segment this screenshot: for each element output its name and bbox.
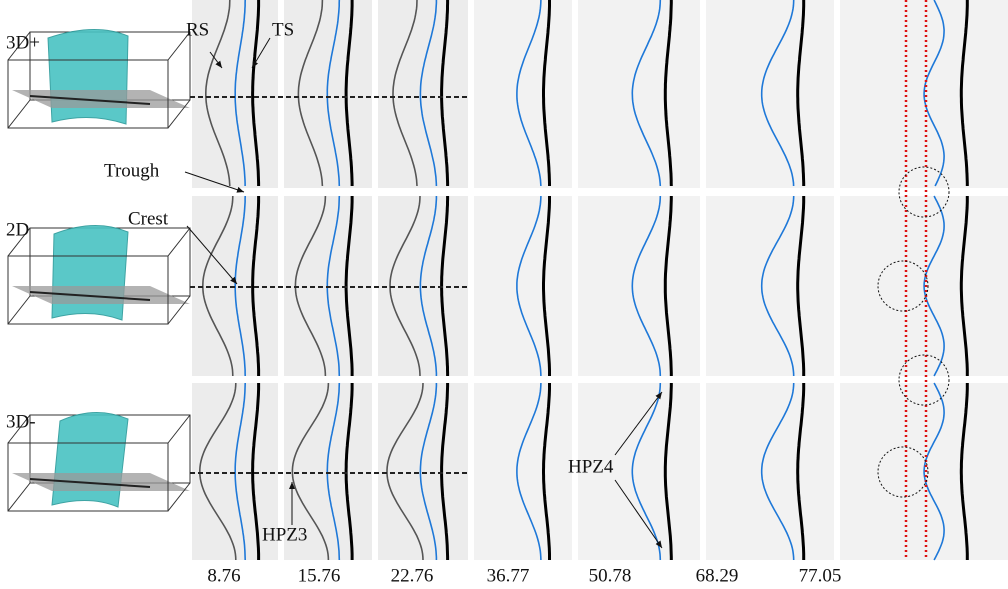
surface xyxy=(52,225,128,320)
column-label: 50.78 xyxy=(589,565,632,586)
row-label: 3D+ xyxy=(6,32,40,53)
row-label: 2D xyxy=(6,219,29,240)
panel xyxy=(578,0,700,188)
column-label: 77.05 xyxy=(799,565,842,586)
panel xyxy=(706,196,834,376)
annotation: HPZ3 xyxy=(262,524,307,545)
panel xyxy=(706,383,834,560)
panel xyxy=(378,0,468,188)
annotation: RS xyxy=(186,19,209,40)
column-label: 8.76 xyxy=(207,565,240,586)
column-label: 36.77 xyxy=(487,565,530,586)
annotation: Trough xyxy=(104,160,160,181)
surface xyxy=(52,412,128,507)
figure: RS TS Trough Crest HPZ3 HPZ4 3D+ 2D 3D- 8.7… xyxy=(0,0,1008,589)
annotation: Crest xyxy=(128,208,169,229)
box-icons xyxy=(8,29,190,511)
surface xyxy=(48,29,128,124)
plane xyxy=(12,286,190,304)
column-label: 22.76 xyxy=(391,565,434,586)
panel xyxy=(474,196,572,376)
plane xyxy=(12,90,190,108)
panel xyxy=(378,383,468,560)
column-label: 68.29 xyxy=(696,565,739,586)
panel xyxy=(706,0,834,188)
panel xyxy=(474,0,572,188)
box-icon xyxy=(8,225,190,324)
panel xyxy=(474,383,572,560)
plane xyxy=(12,473,190,491)
annotation: TS xyxy=(272,19,294,40)
row-label: 3D- xyxy=(6,411,36,432)
column-label: 15.76 xyxy=(298,565,341,586)
annotation: HPZ4 xyxy=(568,456,614,477)
panel xyxy=(578,196,700,376)
